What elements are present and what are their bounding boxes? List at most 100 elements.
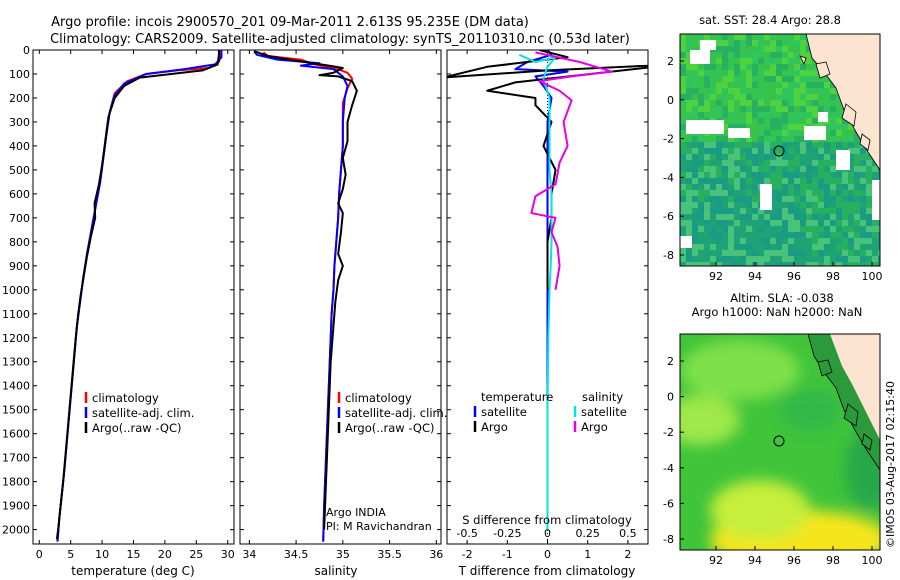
sst-cell — [830, 202, 836, 208]
sst-cell — [812, 94, 818, 100]
sst-cell — [794, 76, 800, 82]
legend-t-argo: Argo — [481, 420, 508, 434]
sst-cell — [782, 244, 788, 250]
sst-map: sat. SST: 28.4 Argo: 28.8 92 94 96 98 100 2 0 -… — [663, 13, 882, 283]
sst-cell — [782, 226, 788, 232]
sst-cell — [728, 88, 734, 94]
map-y-tick-label: 2 — [667, 55, 674, 68]
sst-cell — [800, 112, 806, 118]
sst-cell — [698, 136, 704, 142]
sst-cell — [716, 160, 722, 166]
sst-cell — [806, 46, 812, 52]
sst-cell — [782, 148, 788, 154]
sst-cell — [698, 76, 704, 82]
sst-cell — [698, 244, 704, 250]
sst-cell — [854, 244, 860, 250]
sst-cell — [842, 142, 848, 148]
sst-cell — [752, 130, 758, 136]
sst-cell — [776, 184, 782, 190]
sst-cell — [794, 58, 800, 64]
sst-cell — [770, 250, 776, 256]
sst-cell — [848, 124, 854, 130]
sst-cell — [782, 94, 788, 100]
sst-cell — [680, 220, 686, 226]
sst-cell — [710, 154, 716, 160]
sst-cell — [686, 34, 692, 40]
sst-cell — [740, 172, 746, 178]
sst-cell — [764, 220, 770, 226]
sst-cell — [716, 190, 722, 196]
sst-cell — [818, 148, 824, 154]
sst-cell — [848, 130, 854, 136]
sst-cell — [824, 166, 830, 172]
sst-cell — [860, 196, 866, 202]
sst-cell — [788, 244, 794, 250]
sst-cell — [758, 130, 764, 136]
sst-cell — [806, 94, 812, 100]
sst-cell — [728, 202, 734, 208]
sst-cell — [716, 214, 722, 220]
x-tick-label: 0 — [544, 548, 551, 561]
sst-cell — [812, 88, 818, 94]
sst-cell — [758, 112, 764, 118]
x-tick-label: 30 — [221, 548, 235, 561]
sst-cell — [818, 82, 824, 88]
sst-cell — [746, 184, 752, 190]
salinity-lines — [253, 50, 358, 542]
sst-cell — [728, 250, 734, 256]
sst-cell — [746, 136, 752, 142]
sst-cell — [692, 178, 698, 184]
sst-cell — [764, 226, 770, 232]
sst-cell — [698, 88, 704, 94]
sst-cell — [824, 262, 830, 266]
sst-cell — [734, 172, 740, 178]
sst-cell — [680, 250, 686, 256]
sst-cell — [854, 208, 860, 214]
sst-cell — [842, 202, 848, 208]
sst-cell — [878, 172, 880, 178]
sst-cell — [830, 82, 836, 88]
sst-cell — [824, 154, 830, 160]
sst-cell — [686, 160, 692, 166]
sst-cell — [734, 160, 740, 166]
sst-cell — [812, 160, 818, 166]
sst-cell — [728, 172, 734, 178]
sst-cell — [764, 160, 770, 166]
sst-cell — [848, 148, 854, 154]
sst-cell — [848, 232, 854, 238]
sst-cell — [788, 34, 794, 40]
sst-cell — [788, 220, 794, 226]
sst-cell — [788, 238, 794, 244]
sst-cell — [788, 46, 794, 52]
sst-cell — [776, 154, 782, 160]
sst-cell — [800, 238, 806, 244]
sst-cell — [710, 76, 716, 82]
sst-cell — [710, 220, 716, 226]
sst-cell — [800, 190, 806, 196]
sst-cell — [746, 238, 752, 244]
sst-cell — [704, 214, 710, 220]
sst-cell — [806, 118, 812, 124]
sst-cell — [752, 94, 758, 100]
sst-cell — [722, 238, 728, 244]
sst-cell — [728, 94, 734, 100]
sst-cell — [704, 172, 710, 178]
legend-s-satellite: satellite — [581, 405, 627, 419]
sst-cell — [830, 94, 836, 100]
sst-cell — [692, 208, 698, 214]
sst-cell — [842, 184, 848, 190]
sst-cell — [878, 238, 880, 244]
sst-cell — [794, 82, 800, 88]
sst-cell — [842, 172, 848, 178]
sst-cell — [830, 148, 836, 154]
sst-cell — [866, 232, 872, 238]
sst-cell — [692, 154, 698, 160]
sst-cell — [770, 214, 776, 220]
sst-cell — [830, 154, 836, 160]
sst-cell — [794, 178, 800, 184]
sst-cell — [830, 208, 836, 214]
sst-cell — [806, 166, 812, 172]
map-y-tick-label: 2 — [667, 355, 674, 368]
sst-cell — [728, 40, 734, 46]
sst-cell — [872, 220, 878, 226]
